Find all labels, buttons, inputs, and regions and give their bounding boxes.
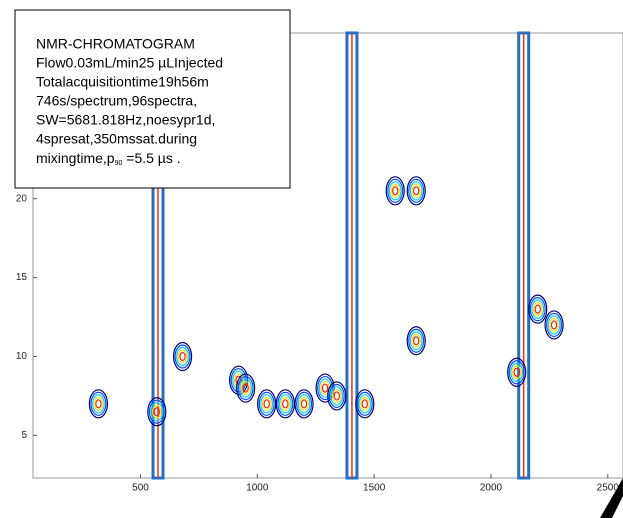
x-tick-label: 2000 (480, 483, 503, 494)
y-tick-label: 5 (21, 430, 27, 441)
annotation-line: NMR-CHROMATOGRAM (36, 36, 195, 52)
y-tick-label: 15 (16, 272, 28, 283)
annotation-line: SW=5681.818Hz,noesypr1d, (36, 112, 215, 128)
annotation-line: 746s/spectrum,96spectra, (36, 93, 197, 109)
page: {"chart_data": {"type": "contour", "anno… (0, 0, 623, 518)
y-tick-label: 10 (16, 351, 28, 362)
x-tick-label: 1000 (246, 483, 269, 494)
annotation-part: =5.5 µs . (122, 150, 180, 166)
x-tick-label: 1500 (363, 483, 386, 494)
x-tick-label: 500 (132, 483, 149, 494)
annotation-line: Flow0.03mL/min25 µLInjected (36, 55, 223, 71)
y-tick-label: 20 (16, 193, 28, 204)
annotation-line: mixingtime,p90 =5.5 µs . (36, 150, 181, 167)
subscript: 90 (115, 160, 123, 167)
annotation-line: Totalacquisitiontime19h56m (36, 74, 209, 90)
x-tick-label: 2500 (597, 483, 620, 494)
annotation-part: mixingtime,p (36, 150, 115, 166)
annotation-line: 4spresat,350mssat.during (36, 131, 197, 147)
chart: NMR-CHROMATOGRAM Flow0.03mL/min25 µLInjec… (0, 0, 623, 518)
